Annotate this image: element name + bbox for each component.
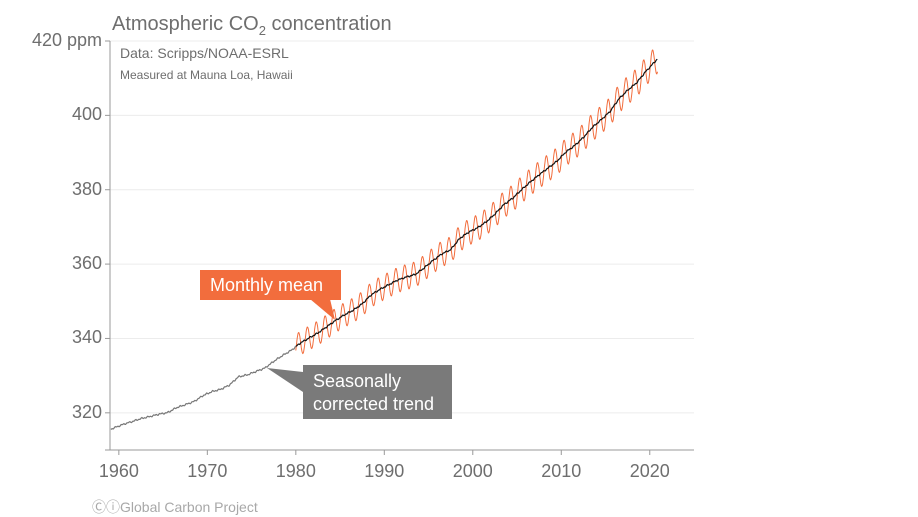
- y-tick-label: 380: [71, 178, 102, 199]
- monthly-mean-callout: Monthly mean: [200, 270, 341, 300]
- trend-line: [295, 58, 658, 347]
- trend-callout-pointer: [267, 368, 303, 392]
- x-tick-label: 1990: [364, 461, 405, 481]
- x-tick-label: 1980: [275, 461, 316, 481]
- monthly-mean-callout-pointer: [310, 299, 335, 320]
- y-tick-label: 420 ppm: [31, 30, 102, 50]
- x-tick-label: 1960: [98, 461, 139, 481]
- y-tick-label: 400: [71, 104, 102, 125]
- monthly-mean-label: Monthly mean: [210, 275, 324, 295]
- y-tick-label: 340: [71, 327, 102, 348]
- chart-subtitle: Data: Scripps/NOAA-ESRL: [120, 45, 289, 61]
- chart-note: Measured at Mauna Loa, Hawaii: [120, 68, 293, 82]
- x-tick-label: 2000: [452, 461, 493, 481]
- trend-line-pre-1980: [110, 345, 297, 430]
- trend-callout: Seasonally corrected trend: [303, 365, 452, 419]
- cc-icon: Ⓒ: [92, 499, 106, 515]
- y-tick-label: 360: [71, 253, 102, 274]
- credit-text: Global Carbon Project: [120, 499, 258, 515]
- trend-label-line1: Seasonally: [313, 371, 402, 391]
- monthly-mean-line: [295, 49, 658, 355]
- x-tick-label: 2020: [629, 461, 670, 481]
- x-tick-label: 1970: [187, 461, 228, 481]
- credit: ⒸⓘGlobal Carbon Project: [92, 497, 258, 517]
- trend-label-line2: corrected trend: [313, 394, 435, 414]
- chart-title: Atmospheric CO2 concentration: [112, 13, 392, 38]
- x-tick-label: 2010: [541, 461, 582, 481]
- by-icon: ⓘ: [106, 499, 120, 515]
- y-tick-label: 320: [71, 401, 102, 422]
